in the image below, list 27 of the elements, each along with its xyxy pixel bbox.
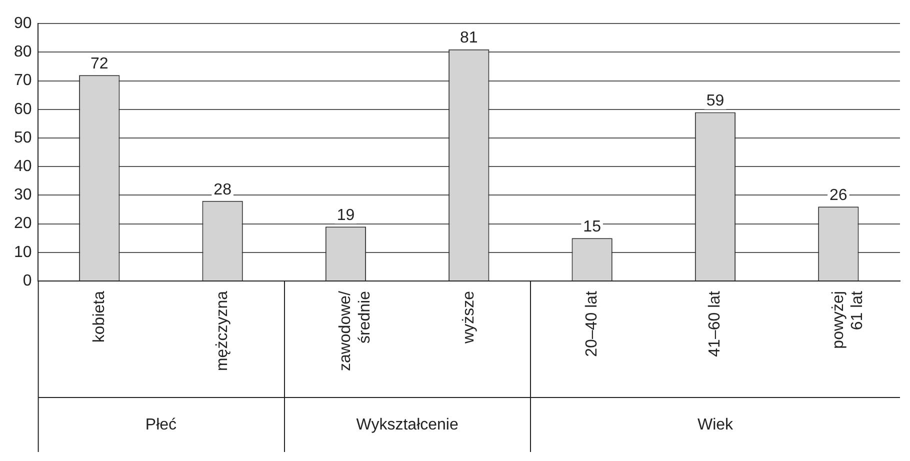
- data-label: 72: [90, 55, 108, 72]
- y-tick-label: 0: [22, 272, 32, 290]
- x-tick-label: zawodowe/ średnie: [337, 290, 374, 372]
- data-label: 81: [460, 30, 478, 47]
- y-tick-label: 30: [14, 186, 32, 204]
- data-label: 15: [583, 218, 602, 236]
- text: Wykształcenie: [356, 416, 458, 434]
- x-tick-label: 41–60 lat: [706, 290, 724, 357]
- y-tick-label: 70: [14, 72, 32, 90]
- y-tick-label: 90: [14, 15, 32, 32]
- y-tick-label: 50: [14, 129, 32, 146]
- data-label: 19: [336, 207, 355, 224]
- text: Płeć: [145, 416, 177, 434]
- text: Wiek: [697, 416, 734, 434]
- data-label: 59: [706, 92, 724, 110]
- y-tick-label: 40: [14, 158, 32, 176]
- x-tick-label: kobieta: [90, 290, 108, 343]
- y-tick-label: 10: [14, 244, 32, 261]
- data-label: 26: [830, 187, 848, 204]
- x-tick-label: mężczyzna: [214, 290, 231, 372]
- y-tick-label: 60: [14, 100, 32, 118]
- y-tick-label: 80: [14, 44, 32, 61]
- x-tick-label: powyżej 61 lat: [830, 290, 866, 349]
- x-tick-label: 20–40 lat: [583, 290, 600, 357]
- x-tick-label: wyższe: [460, 290, 478, 344]
- data-label: 28: [214, 181, 232, 198]
- y-tick-label: 20: [14, 215, 32, 232]
